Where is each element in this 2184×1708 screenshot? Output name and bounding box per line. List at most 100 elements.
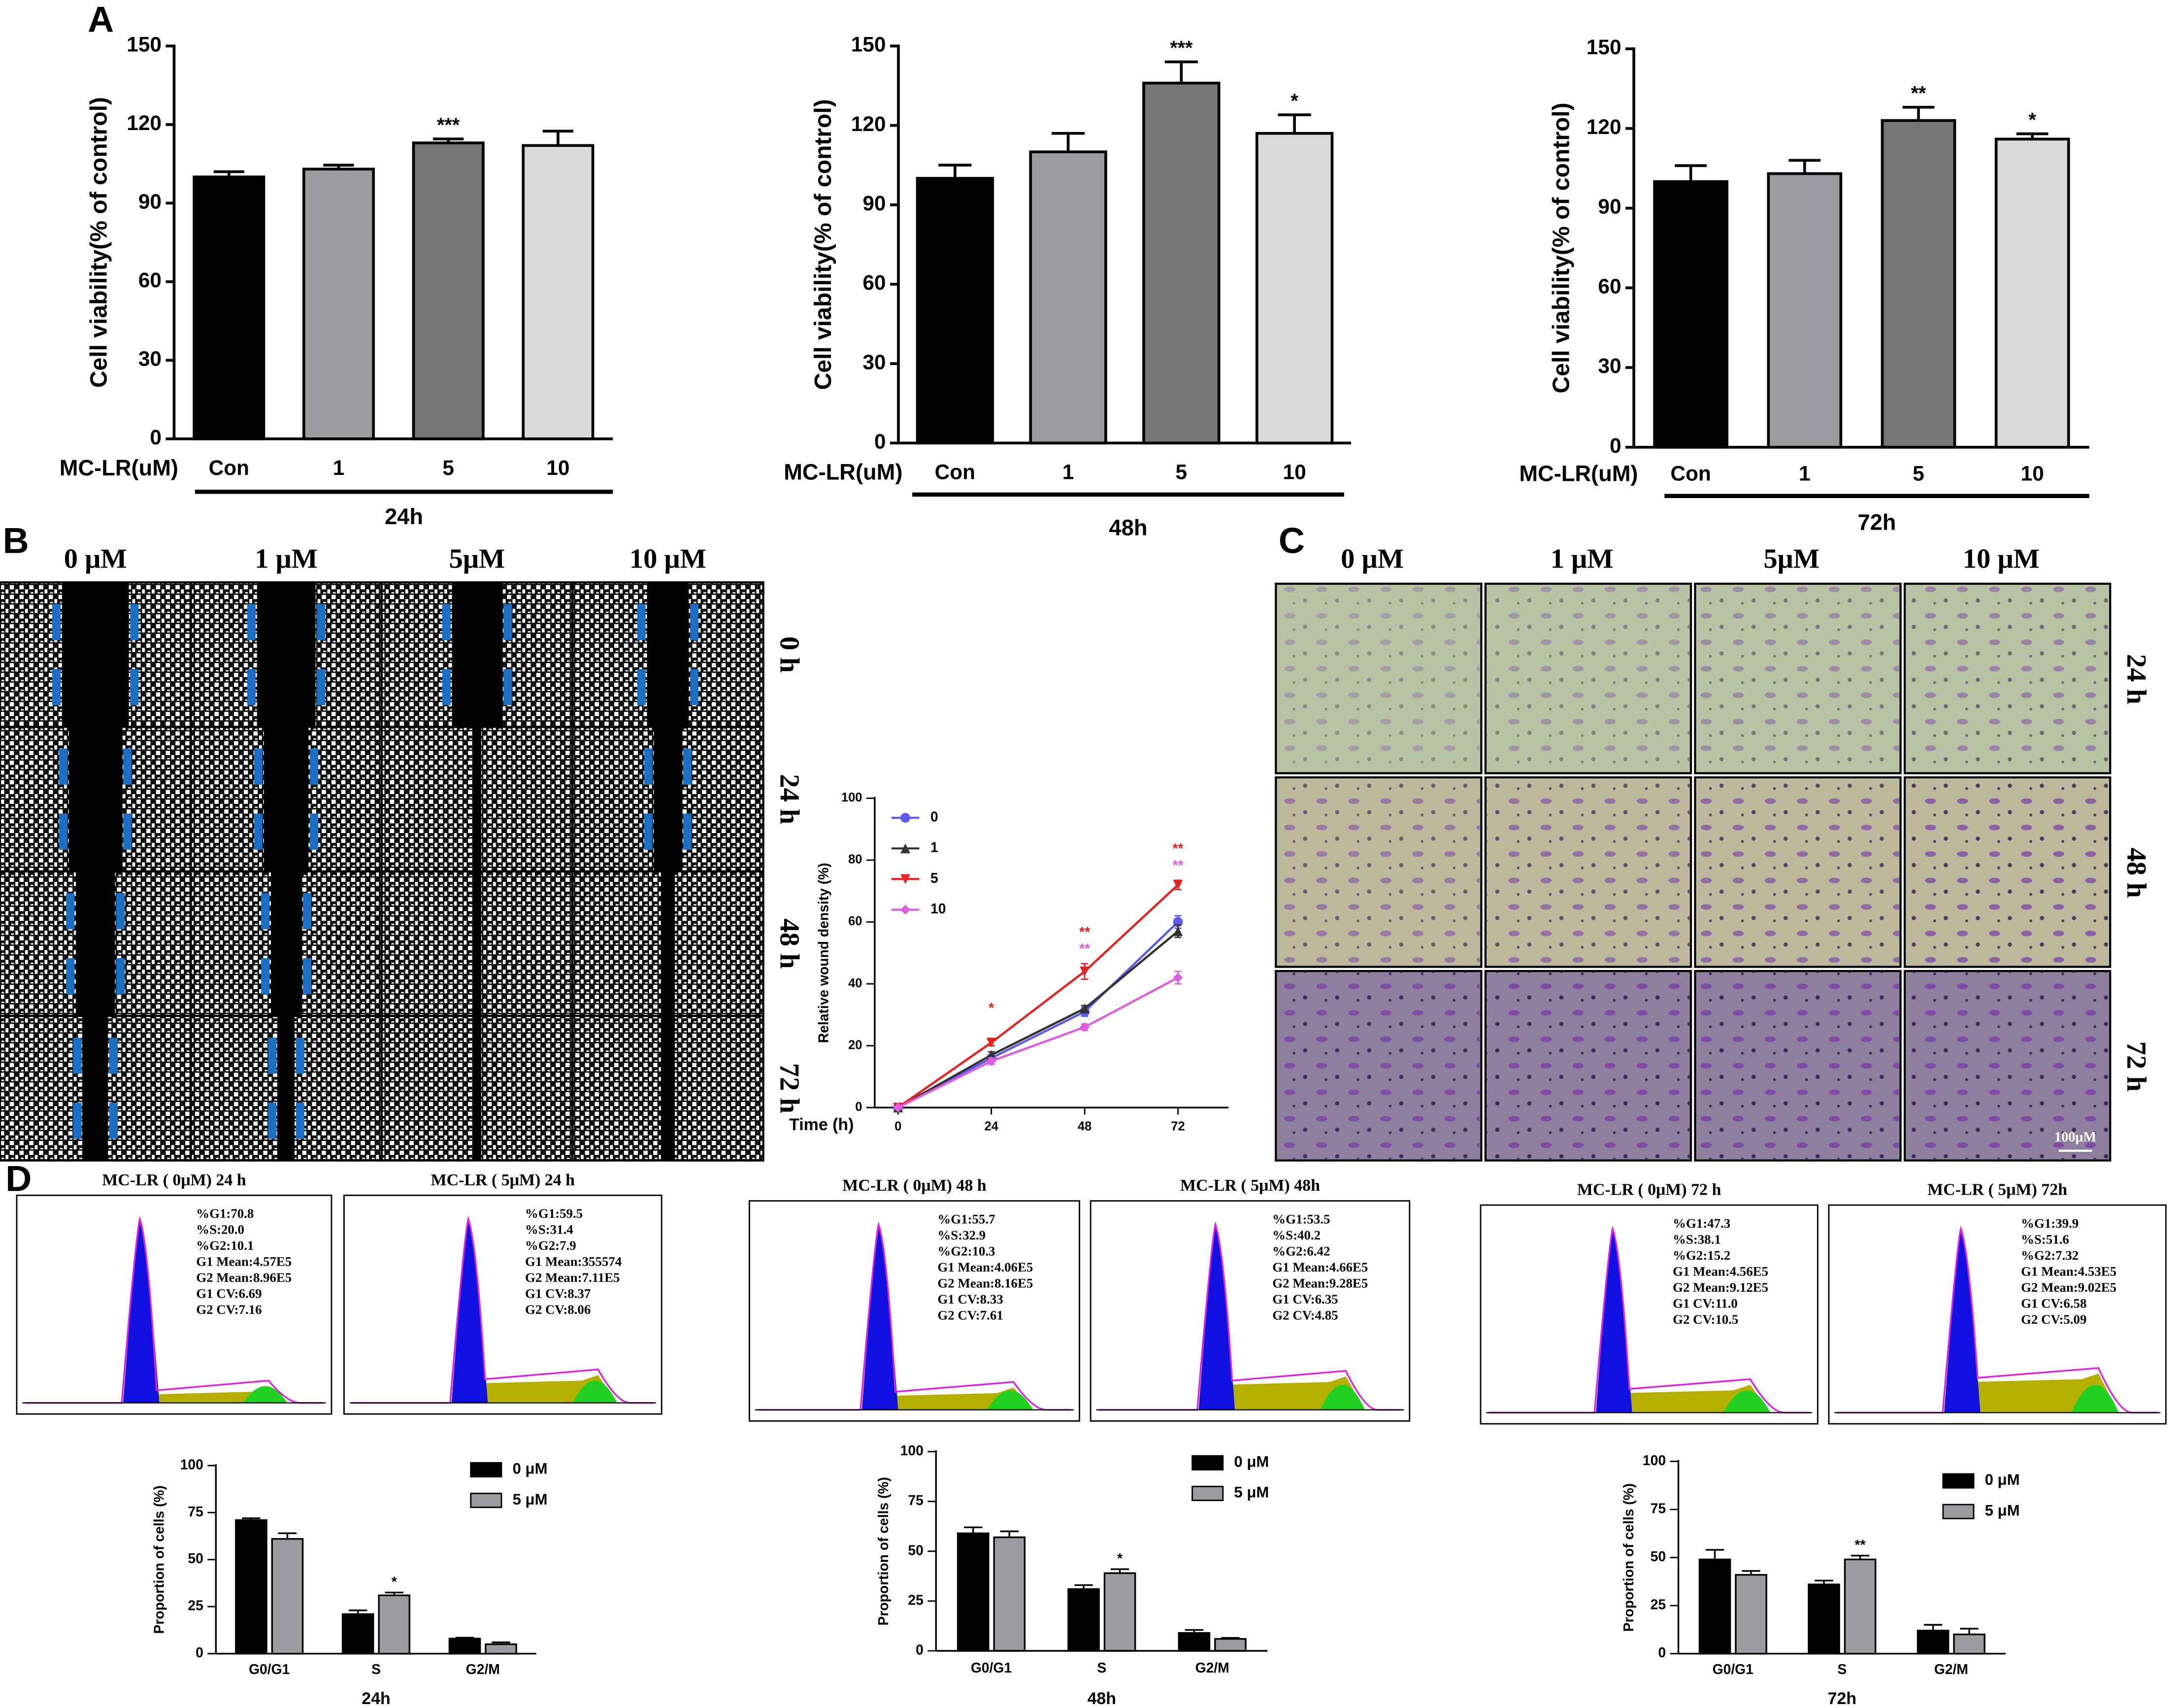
histogram-stat: G1 CV:6.35 bbox=[1272, 1292, 1338, 1306]
x-tick-label: G2/M bbox=[1195, 1660, 1229, 1675]
significance: ** bbox=[1079, 940, 1090, 956]
legend-swatch bbox=[470, 1462, 502, 1477]
transwell-cells bbox=[1277, 778, 1480, 966]
wound-edge-marker bbox=[59, 748, 68, 785]
x-tick-label: G2/M bbox=[466, 1661, 500, 1677]
bar bbox=[1844, 1558, 1877, 1655]
error-bar bbox=[938, 164, 972, 179]
significance: ** bbox=[1855, 1537, 1866, 1552]
wound-gap bbox=[278, 1016, 295, 1161]
y-tick-label: 60 bbox=[862, 271, 886, 294]
x-tick-label: G0/G1 bbox=[249, 1661, 290, 1677]
y-tick-label: 100 bbox=[841, 791, 862, 804]
histogram-stat: %S:31.4 bbox=[525, 1222, 573, 1237]
significance: ** bbox=[1911, 83, 1926, 104]
histogram-g2 bbox=[2071, 1384, 2119, 1413]
error-bar bbox=[1788, 159, 1821, 174]
marker bbox=[1080, 1022, 1090, 1032]
y-tick-label: 25 bbox=[908, 1592, 923, 1608]
wound-edge-marker bbox=[296, 1103, 304, 1139]
bar bbox=[341, 1613, 374, 1655]
column-label: 10 μM bbox=[1963, 544, 2040, 574]
wound-edge-marker bbox=[442, 669, 451, 705]
error-bar bbox=[278, 1532, 297, 1539]
bar bbox=[1917, 1630, 1950, 1655]
wound-edge-marker bbox=[130, 669, 139, 705]
histogram-g2 bbox=[1320, 1384, 1365, 1410]
legend-swatch bbox=[1942, 1473, 1975, 1489]
series-line bbox=[897, 976, 1179, 1109]
significance: * bbox=[1117, 1550, 1123, 1566]
wound-gap bbox=[661, 871, 675, 1016]
x-tick-label: G0/G1 bbox=[1713, 1661, 1754, 1677]
wound-edge-marker bbox=[503, 669, 512, 705]
bar bbox=[271, 1538, 304, 1655]
y-tick-label: 0 bbox=[874, 430, 886, 453]
error-bar bbox=[1705, 1549, 1724, 1560]
histogram-fit bbox=[352, 1216, 654, 1404]
histogram-stat: G2 Mean:8.16E5 bbox=[937, 1275, 1033, 1290]
histogram-stat: %G1:55.7 bbox=[937, 1211, 995, 1226]
y-axis-label: Cell viability(% of control) bbox=[85, 97, 112, 388]
x-tick-label: 5 bbox=[1176, 461, 1188, 484]
y-tick-label: 25 bbox=[188, 1598, 203, 1613]
significance: *** bbox=[437, 114, 460, 136]
wound-edge-marker bbox=[683, 748, 692, 785]
marker bbox=[893, 1103, 903, 1113]
wound-edge-marker bbox=[690, 669, 699, 705]
wound-gap bbox=[271, 871, 302, 1016]
wound-edge-marker bbox=[637, 669, 646, 705]
row-label: 48 h bbox=[774, 918, 805, 969]
histogram-stat: G1 CV:11.0 bbox=[1673, 1296, 1738, 1310]
bar bbox=[1735, 1574, 1767, 1655]
histogram-frame bbox=[343, 1194, 662, 1415]
histogram-stat: %G2:15.2 bbox=[1673, 1248, 1730, 1263]
marker bbox=[900, 813, 910, 823]
error-bar bbox=[1278, 113, 1311, 134]
row-label: 0 h bbox=[774, 636, 805, 673]
marker bbox=[900, 874, 910, 884]
bar bbox=[1142, 81, 1221, 445]
wound-edge-marker bbox=[247, 669, 256, 705]
histogram-stat: G2 CV:4.85 bbox=[1272, 1308, 1338, 1323]
histogram-stat: G1 CV:6.58 bbox=[2021, 1296, 2086, 1310]
y-tick-label: 90 bbox=[862, 192, 886, 215]
transwell-cells bbox=[1906, 778, 2109, 966]
y-axis-label: Proportion of cells (%) bbox=[151, 1485, 167, 1634]
wound-gap bbox=[452, 582, 502, 727]
histogram-stat: %G2:7.32 bbox=[2021, 1248, 2079, 1263]
wound-gap bbox=[76, 871, 115, 1016]
bar bbox=[235, 1519, 267, 1655]
wound-edge-marker bbox=[644, 813, 653, 850]
row-label: 24 h bbox=[2121, 654, 2151, 704]
wound-edge-marker bbox=[73, 1038, 82, 1074]
significance: * bbox=[392, 1574, 397, 1589]
histogram-fit bbox=[1489, 1225, 1810, 1414]
histogram-stat: %S:40.2 bbox=[1272, 1228, 1321, 1242]
legend-label: 5 μM bbox=[1234, 1484, 1269, 1501]
x-tick-label: Con bbox=[209, 456, 249, 479]
transwell-cells bbox=[1906, 585, 2109, 772]
error-bar bbox=[542, 130, 573, 146]
x-tick-label: 10 bbox=[1283, 461, 1306, 484]
x-tick-label: 10 bbox=[2021, 462, 2044, 485]
row-label: 72 h bbox=[774, 1063, 805, 1113]
x-tick-label: 1 bbox=[1799, 462, 1811, 485]
histogram-g1 bbox=[1944, 1230, 1981, 1413]
y-tick-label: 80 bbox=[848, 853, 862, 867]
y-tick-label: 0 bbox=[196, 1644, 203, 1660]
transwell-cells bbox=[1487, 972, 1690, 1159]
histogram-g1 bbox=[123, 1220, 160, 1403]
wound-edge-marker bbox=[317, 604, 326, 640]
x-tick-label: S bbox=[1837, 1661, 1847, 1677]
row-label: 48 h bbox=[2121, 848, 2151, 898]
wound-edge-marker bbox=[59, 813, 68, 850]
y-tick-label: 60 bbox=[848, 914, 862, 928]
panel-label: D bbox=[5, 1158, 32, 1199]
wound-edge-marker bbox=[268, 1103, 277, 1139]
x-tick-label: G0/G1 bbox=[971, 1660, 1012, 1675]
histogram-fit bbox=[758, 1221, 1071, 1411]
wound-edge-marker bbox=[261, 893, 270, 930]
histogram-stat: G2 Mean:8.96E5 bbox=[196, 1270, 292, 1285]
group-label: 24h bbox=[385, 504, 423, 529]
